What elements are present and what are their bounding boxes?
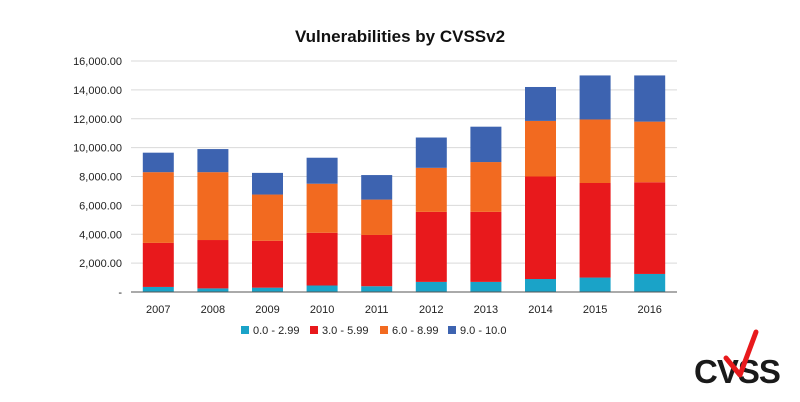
- bar-segment: [361, 234, 393, 287]
- bar-segment: [142, 152, 174, 173]
- y-tick-label: 12,000.00: [73, 114, 122, 126]
- bar-segment: [252, 194, 283, 241]
- y-tick-label: 16,000.00: [73, 56, 122, 68]
- bar-segment: [415, 281, 447, 292]
- y-tick-label: 4,000.00: [79, 229, 122, 241]
- cvss-logo: CVSS: [694, 329, 781, 390]
- x-tick-label: 2010: [310, 304, 334, 316]
- legend-label: 3.0 - 5.99: [322, 325, 368, 337]
- bar-segment: [361, 175, 393, 200]
- bar-segment: [142, 172, 174, 243]
- x-tick-label: 2013: [474, 304, 498, 316]
- y-tick-label: 6,000.00: [79, 200, 122, 212]
- y-tick-label: 14,000.00: [73, 85, 122, 97]
- legend-swatch: [448, 326, 456, 334]
- chart-title: Vulnerabilities by CVSSv2: [295, 27, 505, 46]
- bar-segment: [252, 172, 283, 195]
- bar-segment: [306, 285, 338, 292]
- x-axis-ticks: 2007 2008 2009 2010 2011 2012 2013 2014 2015 2016: [146, 304, 662, 316]
- y-tick-label: 8,000.00: [79, 172, 122, 184]
- legend-label: 6.0 - 8.99: [392, 325, 438, 337]
- bar-segment: [634, 75, 666, 122]
- x-tick-label: 2007: [146, 304, 170, 316]
- bar-segment: [306, 157, 338, 184]
- x-tick-label: 2008: [201, 304, 225, 316]
- legend-swatch: [241, 326, 249, 334]
- x-tick-label: 2012: [419, 304, 443, 316]
- bar-segment: [415, 167, 447, 212]
- bar-segment: [634, 121, 666, 183]
- bar-segment: [197, 288, 229, 292]
- bar-segment: [306, 232, 338, 286]
- legend-swatch: [310, 326, 318, 334]
- logo-checkmark-icon: [723, 329, 759, 378]
- bar-segment: [142, 286, 174, 292]
- legend-label: 9.0 - 10.0: [460, 325, 506, 337]
- bar-segment: [579, 182, 611, 278]
- bar-segment: [197, 240, 229, 289]
- bar-segment: [525, 86, 556, 121]
- bar-segment: [415, 211, 447, 282]
- bar-segment: [579, 119, 611, 183]
- x-tick-label: 2016: [637, 304, 661, 316]
- legend-swatch: [380, 326, 388, 334]
- bar-segment: [470, 281, 502, 292]
- bar-segment: [252, 240, 283, 288]
- legend: 0.0 - 2.99 3.0 - 5.99 6.0 - 8.99 9.0 - 10.0: [241, 325, 506, 337]
- y-tick-label: -: [118, 287, 122, 299]
- bar-segment: [197, 149, 229, 173]
- y-tick-label: 10,000.00: [73, 143, 122, 155]
- bar-segment: [634, 182, 666, 274]
- bar-segment: [579, 75, 611, 120]
- bar-segment: [579, 277, 611, 292]
- y-axis-ticks: - 2,000.00 4,000.00 6,000.00 8,000.00 10,000.…: [73, 56, 122, 299]
- bar-segment: [470, 126, 502, 163]
- bar-segment: [415, 137, 447, 168]
- bar-segment: [525, 120, 556, 177]
- bar-segment: [470, 162, 502, 212]
- bar-segment: [197, 172, 229, 241]
- bars: [142, 75, 666, 292]
- bar-segment: [142, 242, 174, 287]
- x-tick-label: 2011: [365, 304, 389, 316]
- x-tick-label: 2009: [255, 304, 279, 316]
- x-tick-label: 2015: [583, 304, 607, 316]
- legend-label: 0.0 - 2.99: [253, 325, 299, 337]
- bar-segment: [306, 183, 338, 233]
- bar-segment: [252, 287, 283, 292]
- bar-segment: [525, 176, 556, 280]
- bar-segment: [470, 211, 502, 282]
- bar-segment: [361, 199, 393, 235]
- y-tick-label: 2,000.00: [79, 258, 122, 270]
- x-tick-label: 2014: [528, 304, 552, 316]
- bar-segment: [525, 279, 556, 292]
- bar-segment: [361, 286, 393, 292]
- bar-segment: [634, 273, 666, 292]
